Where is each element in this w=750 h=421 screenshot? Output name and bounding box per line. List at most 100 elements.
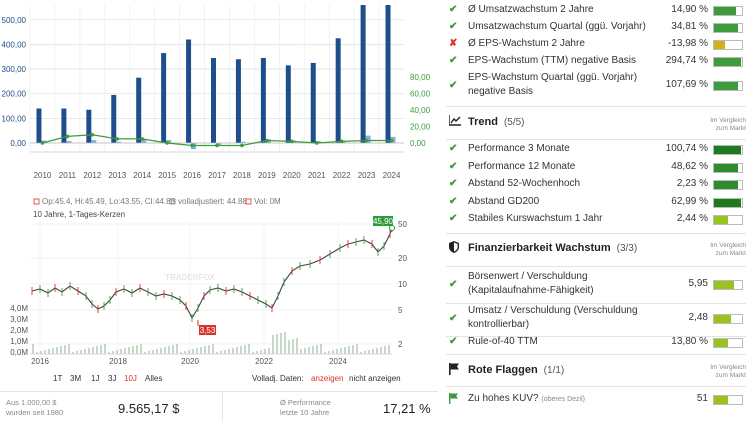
volume-tick-label: 3,0M bbox=[10, 315, 28, 324]
row-label: Abstand 52-Wochenhoch bbox=[468, 178, 581, 189]
volume-bar bbox=[144, 352, 146, 354]
volladj-hide-link[interactable]: nicht anzeigen bbox=[349, 374, 401, 383]
volume-bar bbox=[96, 346, 98, 354]
market-gauge bbox=[713, 145, 743, 155]
year-label: 2017 bbox=[208, 171, 226, 180]
row-label: Rule-of-40 TTM bbox=[468, 336, 538, 347]
volume-bar bbox=[84, 349, 86, 354]
year-label: 2022 bbox=[333, 171, 351, 180]
check-icon: ✔ bbox=[449, 21, 458, 32]
volume-bar bbox=[288, 340, 290, 354]
range-1j[interactable]: 1J bbox=[91, 374, 100, 383]
low-price-box bbox=[199, 325, 216, 335]
secondary-bar bbox=[41, 140, 47, 143]
growth-point bbox=[65, 134, 70, 139]
volume-bar bbox=[264, 349, 266, 354]
volume-bar bbox=[220, 351, 222, 354]
growth-row-5: ✔ EPS-Wachstum Quartal (ggü. Vorjahr) ne… bbox=[440, 72, 750, 102]
section-count: (1/1) bbox=[543, 365, 565, 376]
market-gauge bbox=[713, 395, 743, 405]
market-gauge bbox=[713, 57, 743, 67]
volume-bar bbox=[284, 332, 286, 354]
volume-tick-label: 4,0M bbox=[10, 304, 28, 313]
section-divider bbox=[446, 266, 746, 267]
volume-bar bbox=[328, 351, 330, 354]
volume-bar bbox=[120, 349, 122, 354]
volume-tick-label: 1,0M bbox=[10, 337, 28, 346]
section-title: Trend bbox=[468, 116, 498, 128]
low-price-label: 3,53 bbox=[200, 326, 216, 335]
gauge-fill bbox=[714, 24, 738, 32]
flags-section-header: Rote Flaggen (1/1) Im Vergleich zum Markt bbox=[440, 362, 750, 384]
row-label: Stabiles Kurswachstum 1 Jahr bbox=[468, 213, 603, 224]
gauge-fill bbox=[714, 198, 741, 207]
stock-price-chart[interactable]: Op:45.4, Hi:45.49, Lo:43.55, CI:44.88 vol… bbox=[0, 196, 438, 368]
market-gauge bbox=[713, 6, 743, 16]
volume-tick-label: 2,0M bbox=[10, 326, 28, 335]
range-3j[interactable]: 3J bbox=[108, 374, 117, 383]
growth-point bbox=[90, 132, 95, 137]
market-gauge bbox=[713, 40, 743, 50]
volume-bar bbox=[256, 351, 258, 354]
row-label: Performance 3 Monate bbox=[468, 143, 570, 154]
volume-bar bbox=[72, 352, 74, 354]
revenue-bar bbox=[385, 5, 391, 143]
growth-point bbox=[389, 138, 394, 143]
check-icon: ✔ bbox=[449, 313, 458, 324]
revenue-bar bbox=[310, 62, 316, 143]
flag-row-1: Zu hohes KUV? (oberes Dezil) 51 bbox=[440, 393, 750, 409]
avg-perf-value: 17,21 % bbox=[383, 401, 431, 416]
legend-label: Op:45.4, Hi:45.49, Lo:43.55, CI:44.88 bbox=[42, 197, 176, 206]
volume-bar bbox=[300, 349, 302, 354]
section-divider bbox=[446, 233, 746, 234]
volume-bar bbox=[324, 352, 326, 354]
volume-bar bbox=[148, 351, 150, 354]
market-gauge bbox=[713, 23, 743, 33]
row-value: 62,99 % bbox=[671, 195, 708, 207]
compare-label: Im Vergleich zum Markt bbox=[710, 364, 746, 379]
row-value: 294,74 % bbox=[665, 55, 708, 66]
row-value: 5,95 bbox=[688, 278, 708, 289]
growth-row-2: ✔ Umsatzwachstum Quartal (ggü. Vorjahr) … bbox=[440, 21, 750, 37]
row-label: Abstand GD200 bbox=[468, 195, 540, 207]
volume-bar bbox=[244, 345, 246, 354]
year-label: 2010 bbox=[34, 171, 52, 180]
volladj-show-link[interactable]: anzeigen bbox=[311, 374, 344, 383]
price-tick-label: 50 bbox=[398, 220, 407, 229]
growth-point bbox=[290, 139, 294, 144]
range-1t[interactable]: 1T bbox=[53, 374, 63, 383]
row-label-line-1: EPS-Wachstum Quartal (ggü. Vorjahr) bbox=[468, 72, 638, 83]
section-count: (3/3) bbox=[616, 243, 638, 254]
volume-bar bbox=[156, 349, 158, 354]
right-panel: ✔ Ø Umsatzwachstum 2 Jahre 14,90 % ✔ Ums… bbox=[440, 0, 750, 421]
right-tick-label: 20,00 bbox=[410, 123, 431, 132]
shield-icon bbox=[449, 241, 459, 256]
year-label: 2011 bbox=[59, 171, 77, 180]
volume-bar bbox=[312, 346, 314, 354]
row-value: 100,74 % bbox=[665, 143, 708, 154]
range-10j[interactable]: 10J bbox=[124, 374, 137, 383]
check-icon: ✔ bbox=[449, 160, 458, 172]
volume-bar bbox=[356, 344, 358, 354]
volume-bar bbox=[200, 347, 202, 354]
right-tick-label: 80,00 bbox=[410, 73, 431, 82]
volume-bar bbox=[308, 347, 310, 354]
trend-row: ✔ Stabiles Kurswachstum 1 Jahr 2,44 % bbox=[440, 213, 750, 229]
volume-bar bbox=[100, 345, 102, 354]
check-icon: ✔ bbox=[449, 195, 458, 207]
right-tick-label: 40,00 bbox=[410, 106, 431, 115]
gauge-fill bbox=[714, 281, 734, 289]
range-3m[interactable]: 3M bbox=[70, 374, 82, 383]
gauge-fill bbox=[714, 163, 738, 172]
row-value: 107,69 % bbox=[665, 79, 708, 90]
volume-bar bbox=[160, 348, 162, 354]
range-alles[interactable]: Alles bbox=[145, 374, 163, 383]
check-icon: ✔ bbox=[449, 55, 458, 66]
volume-bar bbox=[152, 350, 154, 354]
volume-bar bbox=[48, 349, 50, 354]
volume-bar bbox=[136, 345, 138, 354]
invest-label-2: wurden seit 1980 bbox=[6, 408, 64, 417]
price-line bbox=[31, 227, 393, 320]
volume-bar bbox=[364, 351, 366, 354]
row-divider bbox=[446, 336, 746, 337]
